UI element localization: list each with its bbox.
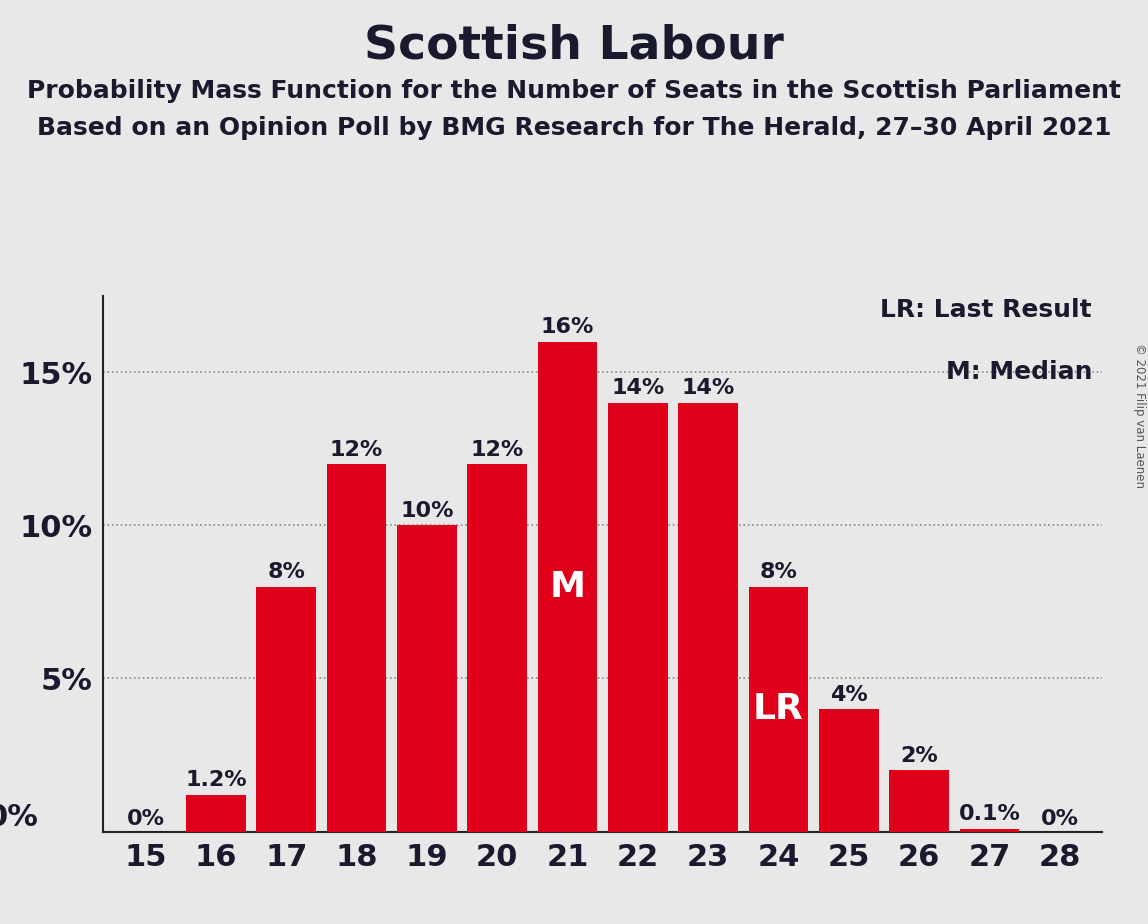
Text: 4%: 4% [830,685,868,704]
Text: 10%: 10% [401,501,453,521]
Text: 12%: 12% [329,440,383,459]
Text: Probability Mass Function for the Number of Seats in the Scottish Parliament: Probability Mass Function for the Number… [28,79,1120,103]
Text: 12%: 12% [471,440,523,459]
Bar [748,587,808,832]
Text: 0%: 0% [0,803,38,832]
Text: 2%: 2% [900,746,938,766]
Bar [467,464,527,832]
Text: 14%: 14% [611,378,665,398]
Text: 0.1%: 0.1% [959,804,1021,824]
Text: LR: LR [753,692,804,726]
Text: M: M [550,569,585,603]
Bar [327,464,387,832]
Bar [819,709,878,832]
Text: LR: Last Result: LR: Last Result [881,298,1092,322]
Bar [186,795,246,832]
Bar [608,403,668,832]
Text: Scottish Labour: Scottish Labour [364,23,784,68]
Bar [256,587,316,832]
Bar [397,526,457,832]
Bar [960,829,1019,832]
Text: M: Median: M: Median [946,360,1092,384]
Text: 0%: 0% [126,809,164,829]
Text: 8%: 8% [267,562,305,582]
Text: 16%: 16% [541,317,595,337]
Text: 0%: 0% [1041,809,1079,829]
Bar [678,403,738,832]
Text: 8%: 8% [760,562,798,582]
Bar [537,342,597,832]
Bar [890,771,949,832]
Text: 14%: 14% [682,378,735,398]
Text: Based on an Opinion Poll by BMG Research for The Herald, 27–30 April 2021: Based on an Opinion Poll by BMG Research… [37,116,1111,140]
Text: © 2021 Filip van Laenen: © 2021 Filip van Laenen [1133,344,1147,488]
Text: 1.2%: 1.2% [185,771,247,790]
